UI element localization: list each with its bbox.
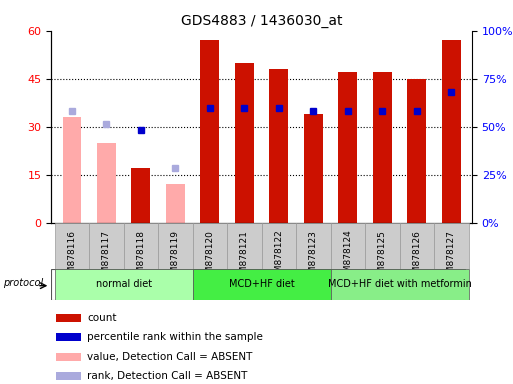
- Text: GSM878123: GSM878123: [309, 230, 318, 285]
- Bar: [330, 223, 365, 269]
- Text: GSM878125: GSM878125: [378, 230, 387, 285]
- Text: GSM878118: GSM878118: [136, 230, 146, 285]
- Bar: [89, 223, 124, 269]
- Title: GDS4883 / 1436030_at: GDS4883 / 1436030_at: [181, 14, 342, 28]
- Text: GSM878127: GSM878127: [447, 230, 456, 285]
- Bar: [55, 223, 89, 269]
- Text: GSM878119: GSM878119: [171, 230, 180, 285]
- Bar: [365, 223, 400, 269]
- Bar: [193, 223, 227, 269]
- Bar: [269, 69, 288, 223]
- Bar: [158, 223, 193, 269]
- Text: GSM878116: GSM878116: [68, 230, 76, 285]
- Text: rank, Detection Call = ABSENT: rank, Detection Call = ABSENT: [87, 371, 248, 381]
- Text: GSM878120: GSM878120: [205, 230, 214, 285]
- Text: GSM878121: GSM878121: [240, 230, 249, 285]
- Bar: [166, 184, 185, 223]
- Bar: [201, 40, 220, 223]
- Bar: [55, 269, 193, 300]
- Bar: [56, 353, 81, 361]
- Bar: [407, 79, 426, 223]
- Text: protocol: protocol: [3, 278, 43, 288]
- Text: GSM878122: GSM878122: [274, 230, 283, 285]
- Bar: [400, 223, 434, 269]
- Bar: [97, 143, 116, 223]
- Bar: [235, 63, 254, 223]
- Bar: [434, 223, 468, 269]
- Bar: [124, 223, 158, 269]
- Bar: [304, 114, 323, 223]
- Bar: [262, 223, 296, 269]
- Bar: [296, 223, 330, 269]
- Text: value, Detection Call = ABSENT: value, Detection Call = ABSENT: [87, 352, 253, 362]
- Text: normal diet: normal diet: [95, 279, 152, 289]
- Text: MCD+HF diet: MCD+HF diet: [229, 279, 294, 289]
- Bar: [339, 72, 358, 223]
- Bar: [56, 333, 81, 341]
- Text: GSM878124: GSM878124: [343, 230, 352, 285]
- Bar: [330, 269, 468, 300]
- Text: GSM878126: GSM878126: [412, 230, 421, 285]
- Bar: [131, 168, 150, 223]
- Bar: [56, 372, 81, 380]
- Text: percentile rank within the sample: percentile rank within the sample: [87, 332, 263, 342]
- Bar: [63, 117, 82, 223]
- Text: GSM878117: GSM878117: [102, 230, 111, 285]
- Bar: [373, 72, 392, 223]
- Bar: [227, 223, 262, 269]
- Text: count: count: [87, 313, 117, 323]
- Bar: [56, 314, 81, 322]
- Bar: [193, 269, 330, 300]
- Bar: [442, 40, 461, 223]
- Text: MCD+HF diet with metformin: MCD+HF diet with metformin: [328, 279, 471, 289]
